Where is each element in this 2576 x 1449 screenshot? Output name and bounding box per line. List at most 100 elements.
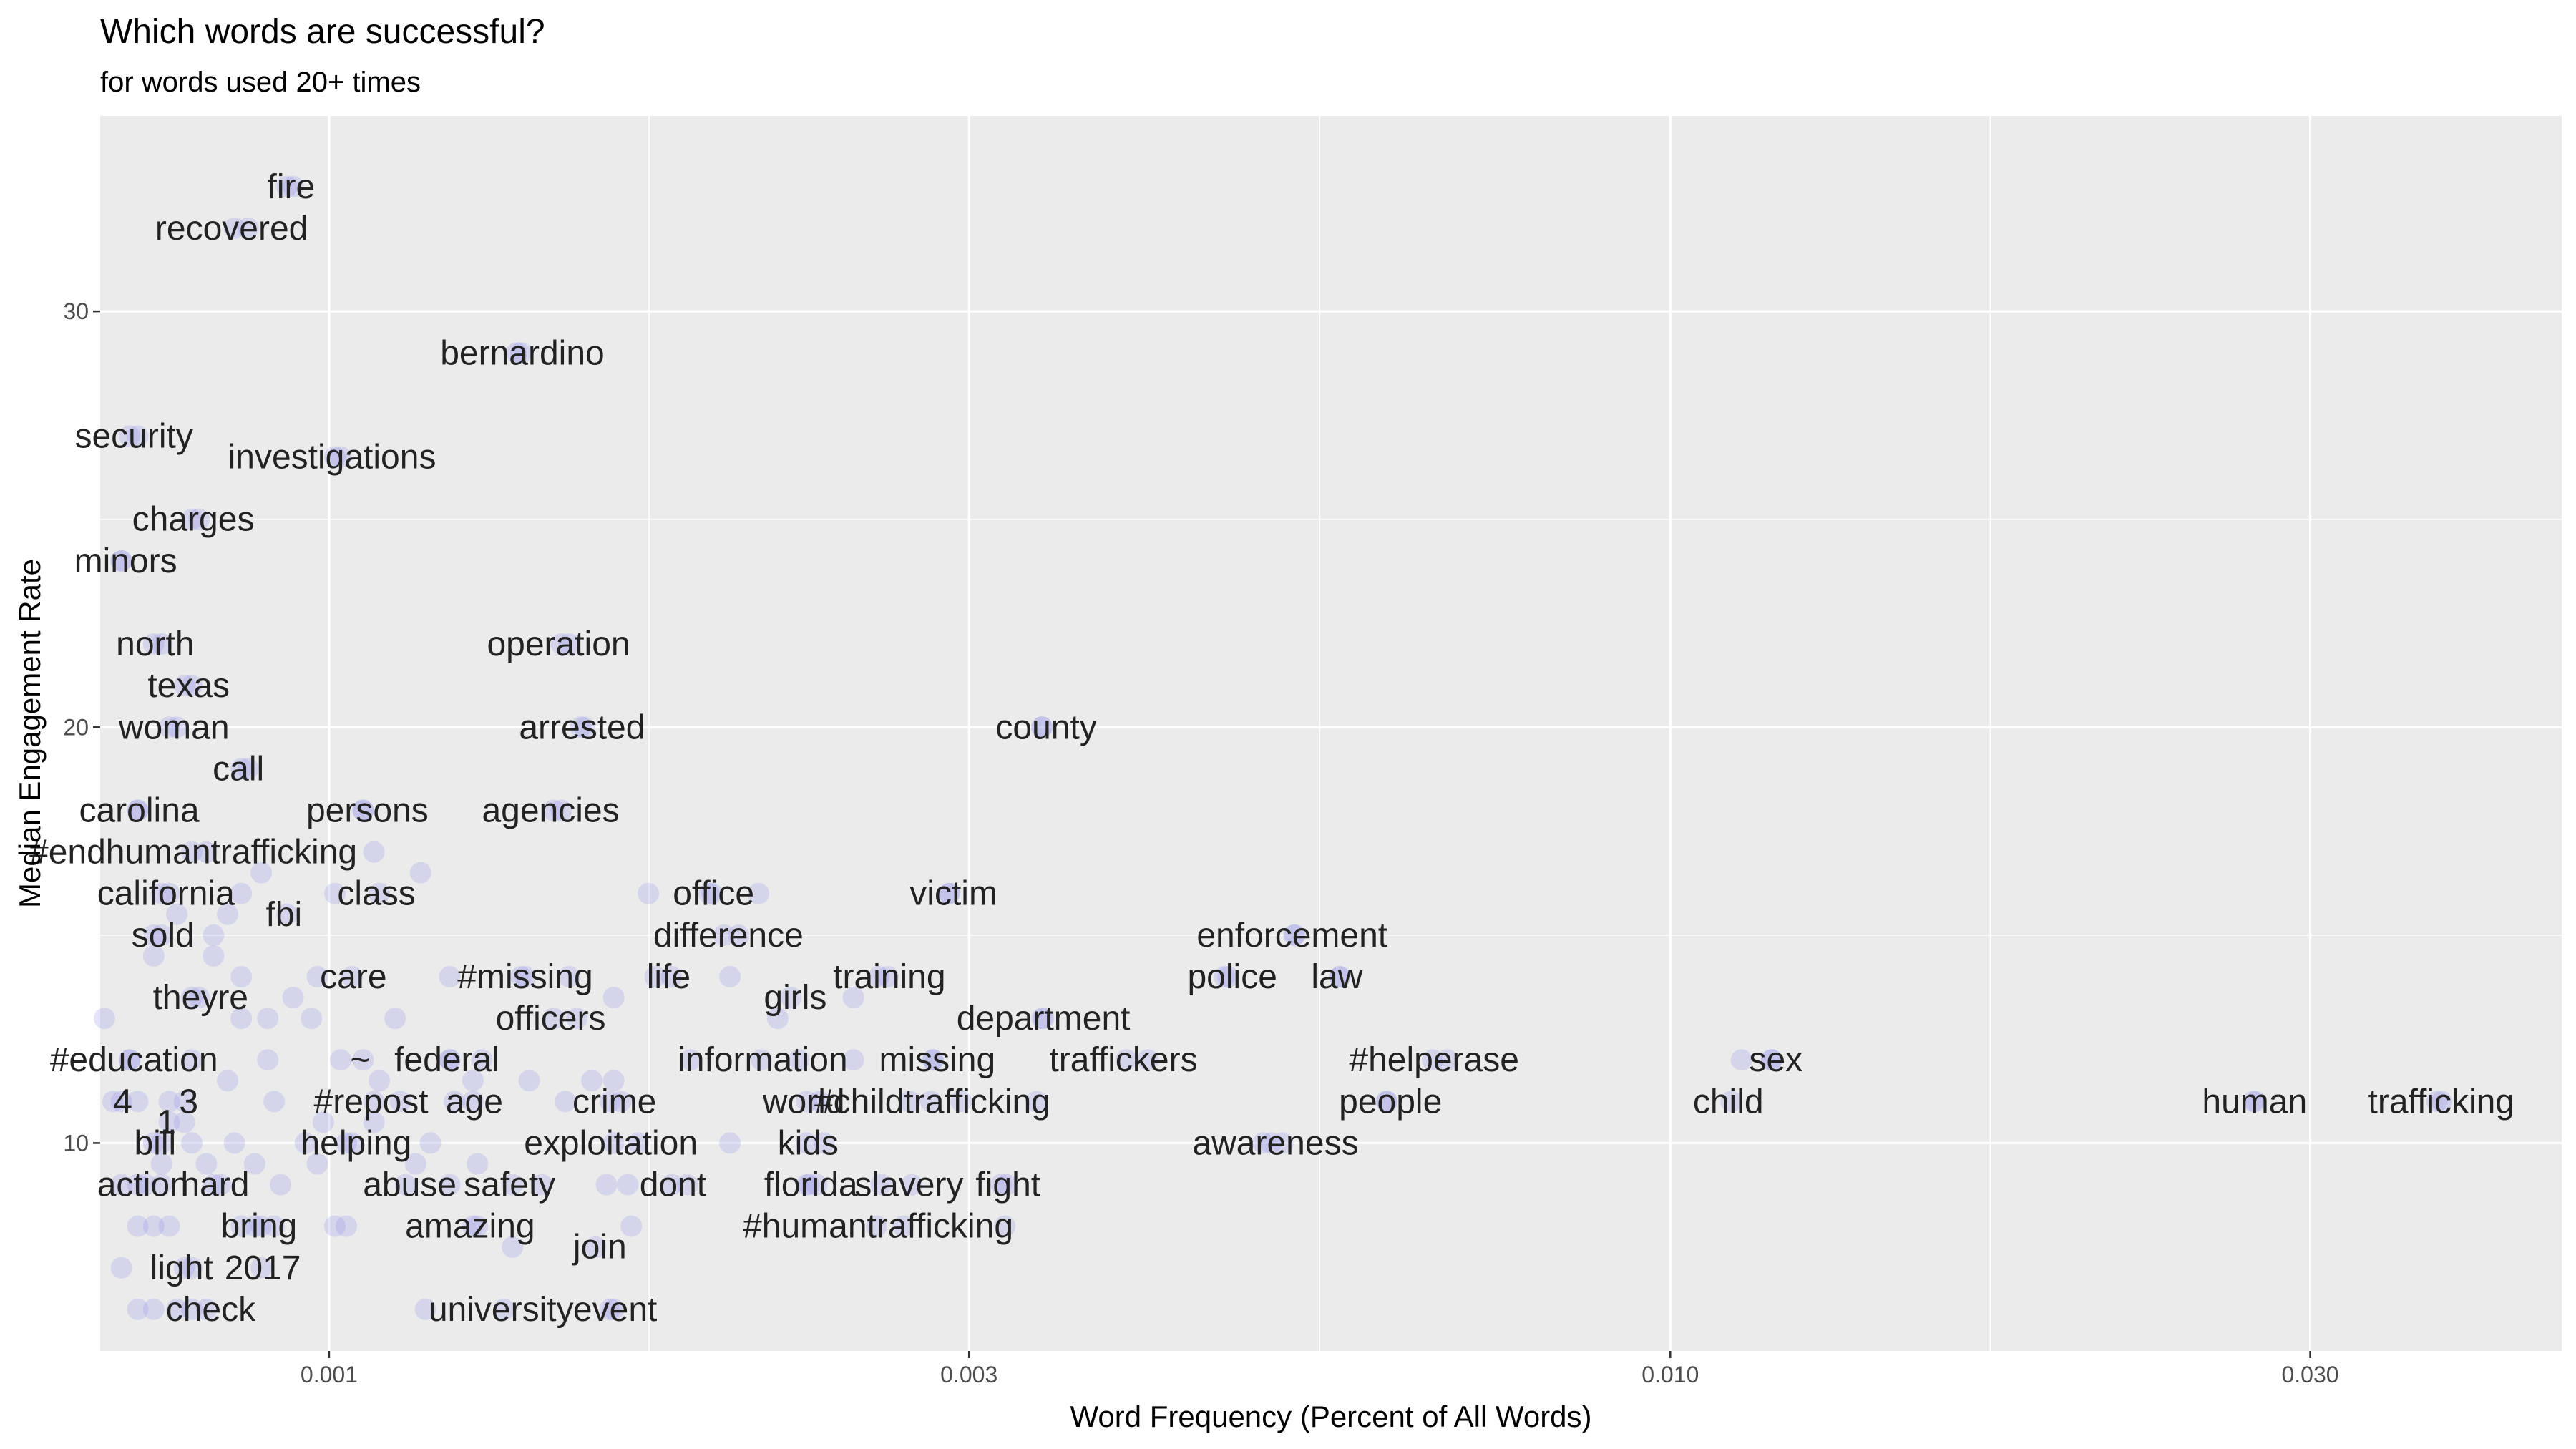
scatter-point	[270, 1174, 292, 1196]
scatter-point	[250, 1215, 273, 1237]
scatter-point	[554, 1091, 576, 1113]
scatter-point	[1116, 1049, 1138, 1071]
word-label: office	[673, 875, 754, 913]
scatter-point	[230, 965, 253, 987]
word-label: world	[762, 1083, 845, 1121]
word-label: light	[150, 1249, 213, 1287]
scatter-point	[922, 1049, 944, 1071]
scatter-point	[1033, 1008, 1055, 1030]
scatter-point	[158, 1215, 180, 1237]
word-label: woman	[118, 708, 230, 746]
scatter-point	[419, 1132, 441, 1154]
scatter-point	[188, 987, 210, 1009]
scatter-point	[439, 1174, 461, 1196]
plot-panel	[100, 116, 2562, 1351]
scatter-point	[806, 1174, 828, 1196]
word-label: persons	[306, 792, 429, 830]
scatter-point	[1213, 965, 1235, 987]
word-label: #education	[50, 1041, 218, 1079]
scatter-point	[502, 1236, 524, 1258]
scatter-point	[938, 882, 960, 904]
word-label: agencies	[482, 792, 619, 830]
scatter-point	[627, 1132, 649, 1154]
word-label: trafficking	[2368, 1083, 2515, 1121]
scatter-point	[188, 508, 210, 530]
scatter-point	[813, 1132, 835, 1154]
scatter-point	[530, 1174, 552, 1196]
scatter-point	[102, 1091, 124, 1113]
word-label: crime	[572, 1083, 656, 1121]
scatter-point	[1272, 1132, 1294, 1154]
word-label: #humantrafficking	[743, 1208, 1013, 1246]
word-label: sold	[132, 917, 195, 955]
word-label: age	[446, 1083, 503, 1121]
word-label: call	[213, 750, 264, 788]
scatter-point	[780, 987, 802, 1009]
word-label: life	[647, 958, 691, 996]
scatter-point	[352, 1049, 374, 1071]
scatter-point	[119, 425, 141, 447]
word-label: fight	[975, 1166, 1040, 1204]
word-label: arrested	[519, 708, 645, 746]
word-label: 2017	[225, 1249, 301, 1287]
scatter-point	[301, 1008, 323, 1030]
scatter-point	[275, 175, 298, 197]
scatter-point	[243, 1215, 265, 1237]
scatter-point	[335, 1132, 357, 1154]
scatter-point	[462, 1070, 484, 1092]
word-label: action	[97, 1166, 189, 1204]
scatter-point	[195, 1298, 218, 1320]
scatter-point	[1730, 1049, 1752, 1071]
word-label: difference	[653, 917, 804, 955]
scatter-point	[142, 924, 165, 946]
scatter-point	[127, 1215, 149, 1237]
word-label: enforcement	[1196, 917, 1387, 955]
scatter-point	[166, 1298, 188, 1320]
scatter-point	[369, 1070, 391, 1092]
scatter-point	[173, 1111, 195, 1133]
word-label: information	[678, 1041, 847, 1079]
word-label: join	[572, 1229, 627, 1267]
scatter-point	[181, 675, 203, 697]
scatter-point	[110, 1174, 132, 1196]
scatter-point	[899, 1091, 921, 1113]
y-tick-label: 30	[63, 298, 89, 324]
scatter-point	[585, 1236, 607, 1258]
grid-lines	[100, 116, 2562, 1351]
scatter-point	[181, 508, 203, 530]
scatter-point	[493, 1298, 515, 1320]
scatter-point	[223, 217, 245, 239]
scatter-point	[158, 1091, 180, 1113]
word-label: class	[337, 875, 415, 913]
word-labels: fire recovered bernardino security investiga…	[29, 168, 2514, 1329]
scatter-point	[990, 1174, 1013, 1196]
scatter-point	[142, 1132, 165, 1154]
scatter-point	[230, 1008, 253, 1030]
scatter-point	[230, 882, 253, 904]
scatter-point	[257, 1049, 279, 1071]
scatter-point	[384, 1008, 406, 1030]
word-label: traffickers	[1049, 1041, 1197, 1079]
scatter-point	[1329, 965, 1351, 987]
scatter-point	[467, 1153, 489, 1175]
scatter-point	[324, 1215, 346, 1237]
word-label: girls	[763, 979, 826, 1017]
scatter-point	[701, 882, 723, 904]
scatter-point	[409, 862, 431, 884]
scatter-point	[573, 716, 595, 738]
scatter-point	[389, 1091, 411, 1113]
word-label: charges	[132, 501, 255, 539]
scatter-point	[558, 633, 580, 655]
scatter-point	[922, 1049, 944, 1071]
scatter-point	[870, 1174, 892, 1196]
scatter-point	[566, 1008, 588, 1030]
scatter-point	[282, 987, 304, 1009]
scatter-point	[638, 882, 660, 904]
scatter-point	[150, 882, 172, 904]
word-label: human	[2202, 1083, 2307, 1121]
scatter-point	[127, 799, 149, 821]
scatter-point	[237, 217, 259, 239]
scatter-point	[439, 965, 461, 987]
scatter-point	[602, 1132, 625, 1154]
scatter-point	[747, 882, 769, 904]
